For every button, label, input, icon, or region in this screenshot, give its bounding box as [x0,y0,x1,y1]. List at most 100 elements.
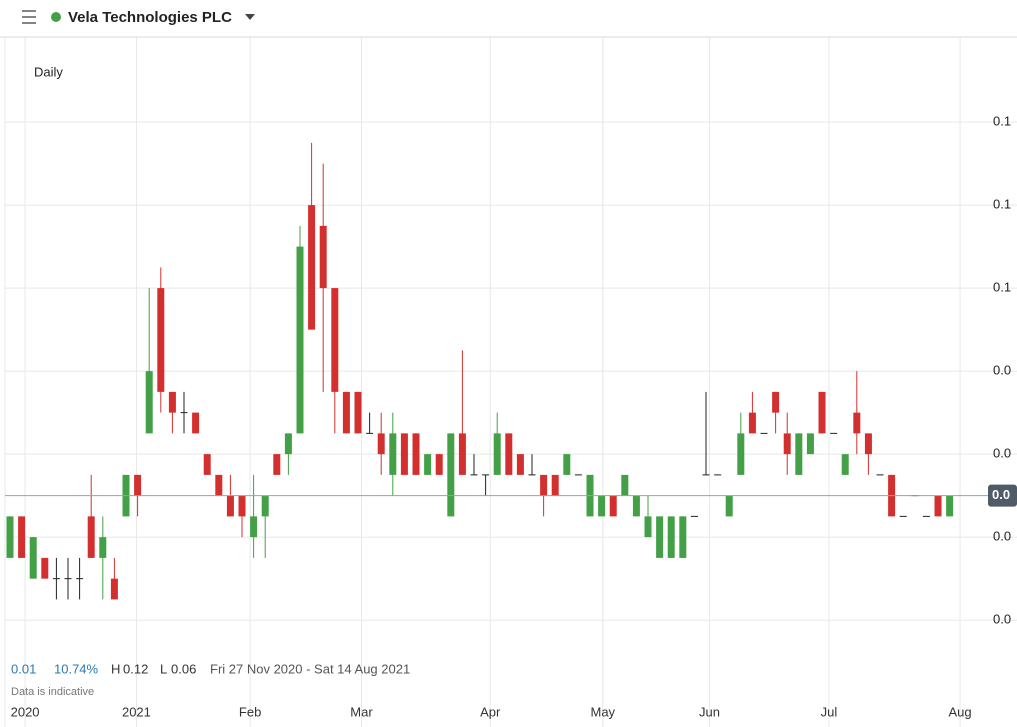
candle-body [818,391,826,434]
y-tick-label: 0.0 [993,446,1011,461]
candle-body [215,474,223,496]
candle-body [261,495,269,517]
y-tick-label: 0.0 [993,612,1011,627]
x-tick-label: 2021 [122,704,151,719]
candle-body [41,557,49,579]
x-tick-label: Mar [350,704,373,719]
candle-body [632,495,640,517]
candle-body [667,516,675,558]
menu-icon[interactable] [22,10,36,24]
candle-body [540,474,548,496]
candle-body [29,537,37,579]
candle-body [482,474,490,476]
candle-body [470,474,478,476]
candle-body [516,454,524,475]
candle-body [400,433,408,475]
candle-body [934,495,942,517]
candle-body [157,288,165,392]
candle-body [806,433,814,455]
candle-body [226,495,234,517]
x-tick-label: Aug [948,704,971,719]
candle-body [296,246,304,434]
candle-body [946,495,954,517]
candle-body [656,516,664,558]
candle-body [192,412,200,434]
candle-body [99,537,107,558]
candle-body [180,412,188,414]
y-tick-label: 0.0 [993,363,1011,378]
candle-body [864,433,872,455]
candle-body [273,454,281,475]
y-tick-label: 0.1 [993,114,1011,129]
candle-body [760,432,768,434]
candle-body [644,516,652,538]
candle-body [702,474,710,476]
header: Vela Technologies PLC [0,9,1017,38]
candle-body [725,495,733,517]
candle-body [424,454,432,475]
candle-body [830,432,838,434]
candle-body [308,205,316,330]
candle-body [412,433,420,475]
candle-body [574,474,582,476]
candle-body [922,515,930,517]
high-label: H [111,661,120,676]
change-pct: 10.74% [54,661,99,676]
candle-body [203,454,211,475]
candle-body [737,433,745,475]
candle-body [505,433,513,475]
low-value: 0.06 [171,661,196,676]
low-label: L [160,661,167,676]
high-value: 0.12 [123,661,148,676]
candle-body [250,516,258,538]
x-tick-label: Jul [821,704,838,719]
candle-body [876,474,884,476]
candle-body [134,474,142,496]
candle-body [748,412,756,434]
candle-body [389,433,397,475]
current-price-label: 0.0 [992,487,1010,502]
candle-body [493,433,501,475]
candle-body [690,515,698,517]
candle-body [458,433,466,475]
y-tick-label: 0.1 [993,280,1011,295]
candle-body [772,391,780,413]
status-dot [51,12,61,22]
candle-body [795,433,803,475]
change: 0.01 [11,661,36,676]
candle-body [551,474,559,496]
candle-body [621,474,629,496]
candle-body [52,578,60,580]
candle-body [783,433,791,455]
candle-body [853,412,861,434]
candle-body [528,474,536,476]
candle-body [168,391,176,413]
disclaimer: Data is indicative [11,686,94,698]
candle-body [284,433,292,455]
candle-body [145,371,153,434]
dropdown-caret[interactable] [245,14,255,20]
candle-body [609,495,617,517]
candle-body [76,578,84,580]
y-tick-label: 0.0 [993,529,1011,544]
x-tick-label: May [590,704,615,719]
candle-body [563,454,571,475]
candle-body [342,391,350,434]
labels: 0.1 0.1 0.1 0.0 0.0 0.0 0.0 2020 2021 Feb Mar Apr Ma… [11,114,1017,719]
candle-body [87,516,95,558]
candle-body [598,495,606,517]
grid [5,37,1017,727]
candle-body [366,432,374,434]
y-tick-label: 0.1 [993,197,1011,212]
candle-body [110,578,118,600]
x-tick-label: Apr [480,704,501,719]
candle-body [354,391,362,434]
candles [5,142,988,600]
instrument-title[interactable]: Vela Technologies PLC [68,9,232,26]
current-price-badge [988,484,1017,507]
candle-body [447,433,455,517]
candle-body [899,515,907,517]
candle-body [64,578,72,580]
